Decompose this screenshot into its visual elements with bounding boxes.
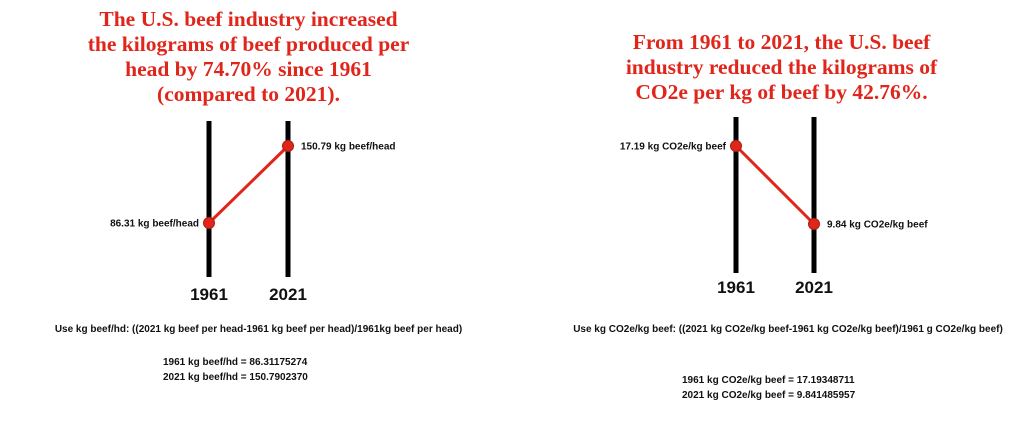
- year-label: 2021: [795, 278, 833, 297]
- chart-title: From 1961 to 2021, the U.S. beef industr…: [523, 30, 1035, 105]
- data-label: 150.79 kg beef/head: [301, 142, 396, 153]
- formula-text: Use kg beef/hd: ((2021 kg beef per head-…: [54, 324, 463, 335]
- title-line: From 1961 to 2021, the U.S. beef: [632, 30, 931, 54]
- calc-line: 2021 kg CO2e/kg beef = 9.841485957: [682, 390, 856, 401]
- series-line: [734, 144, 816, 226]
- title-line: industry reduced the kilograms of: [625, 55, 938, 79]
- data-label: 9.84 kg CO2e/kg beef: [827, 220, 928, 231]
- year-label: 2021: [269, 285, 307, 304]
- formula-text: Use kg CO2e/kg beef: ((2021 kg CO2e/kg b…: [573, 324, 1003, 335]
- title-line: (compared to 2021).: [157, 82, 340, 106]
- series-line: [207, 144, 290, 225]
- title-line: the kilograms of beef produced per: [87, 32, 410, 56]
- data-point: [730, 140, 742, 152]
- title-line: CO2e per kg of beef by 42.76%.: [635, 80, 928, 104]
- data-label: 17.19 kg CO2e/kg beef: [620, 142, 727, 153]
- data-point: [203, 217, 215, 229]
- calc-block: 1961 kg beef/hd = 86.31175274 2021 kg be…: [163, 355, 308, 385]
- data-point: [808, 218, 820, 230]
- calc-line: 1961 kg beef/hd = 86.31175274: [163, 357, 308, 368]
- year-label: 1961: [190, 285, 228, 304]
- slope-chart: 86.31 kg beef/head 150.79 kg beef/head 196…: [110, 121, 396, 304]
- year-label: 1961: [717, 278, 755, 297]
- chart-title: The U.S. beef industry increased the kil…: [0, 7, 507, 107]
- chart-panel-co2e-per-kg: From 1961 to 2021, the U.S. beef industr…: [518, 0, 1035, 435]
- data-label: 86.31 kg beef/head: [110, 219, 199, 230]
- slope-chart: 17.19 kg CO2e/kg beef 9.84 kg CO2e/kg bee…: [620, 117, 928, 297]
- title-line: head by 74.70% since 1961: [125, 57, 372, 81]
- calc-line: 1961 kg CO2e/kg beef = 17.19348711: [682, 375, 855, 386]
- calc-line: 2021 kg beef/hd = 150.7902370: [163, 372, 308, 383]
- chart-panel-beef-per-head: The U.S. beef industry increased the kil…: [0, 0, 517, 435]
- title-line: The U.S. beef industry increased: [99, 7, 398, 31]
- data-point: [282, 140, 294, 152]
- calc-block: 1961 kg CO2e/kg beef = 17.19348711 2021 …: [682, 373, 855, 403]
